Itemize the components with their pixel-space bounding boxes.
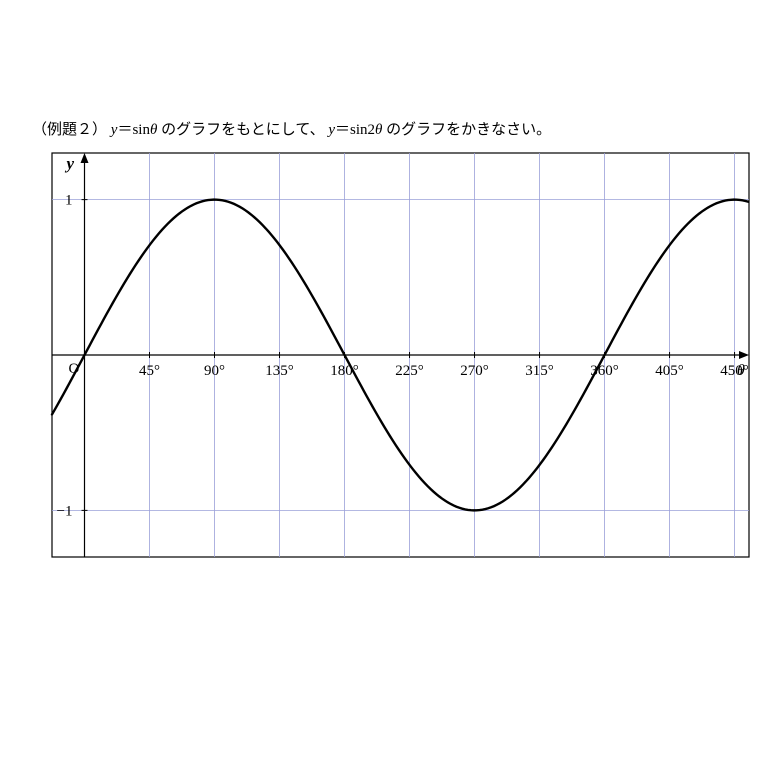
- x-tick-label: 45°: [139, 363, 160, 379]
- var-theta-1: θ: [150, 122, 157, 138]
- y-axis-arrow: [81, 153, 89, 163]
- x-tick-label: 450°: [720, 363, 749, 379]
- y-tick-label: −1: [57, 503, 73, 519]
- problem-statement: （例題２） y＝sinθ のグラフをもとにして、 y＝sin2θ のグラフをかき…: [32, 118, 551, 139]
- x-tick-label: 405°: [655, 363, 684, 379]
- x-axis-arrow: [739, 351, 749, 359]
- eq-2: ＝sin2: [335, 122, 375, 138]
- x-tick-label: 225°: [395, 363, 424, 379]
- var-theta-2: θ: [375, 122, 382, 138]
- var-y-2: y: [328, 122, 335, 138]
- x-tick-label: 270°: [460, 363, 489, 379]
- suffix-text: のグラフをかきなさい。: [386, 122, 551, 138]
- x-tick-label: 90°: [204, 363, 225, 379]
- x-tick-label: 135°: [265, 363, 294, 379]
- x-tick-label: 180°: [330, 363, 359, 379]
- chart-svg: yθO45°90°135°180°225°270°315°360°405°450…: [14, 145, 754, 565]
- y-tick-label: 1: [65, 193, 73, 209]
- eq-1: ＝sin: [117, 122, 150, 138]
- problem-prefix: （例題２）: [32, 122, 107, 138]
- x-tick-label: 315°: [525, 363, 554, 379]
- middle-text: のグラフをもとにして、: [161, 122, 325, 138]
- x-tick-label: 360°: [590, 363, 619, 379]
- sine-chart: yθO45°90°135°180°225°270°315°360°405°450…: [14, 145, 754, 565]
- y-axis-label: y: [65, 154, 75, 173]
